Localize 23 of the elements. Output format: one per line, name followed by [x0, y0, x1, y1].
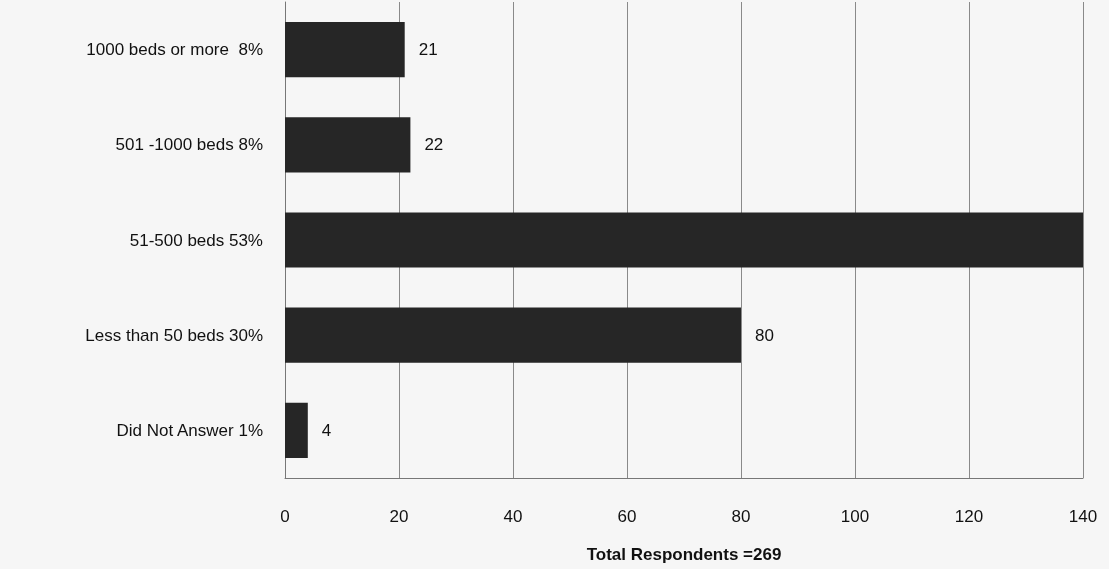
y-tick-label: Less than 50 beds 30% [85, 325, 263, 345]
x-tick-label: 100 [840, 507, 870, 526]
x-tick-label: 60 [617, 507, 637, 526]
x-tick-label: 0 [280, 507, 290, 526]
data-label: 22 [424, 135, 444, 155]
y-tick-label: 1000 beds or more 8% [86, 40, 263, 60]
x-tick-label: 40 [503, 507, 523, 526]
data-label: 21 [418, 40, 438, 60]
bar [285, 21, 405, 78]
bar [285, 307, 741, 363]
x-tick-label: 80 [731, 507, 751, 526]
bar [285, 212, 1083, 268]
x-axis-title: Total Respondents =269 [586, 545, 782, 564]
bar [285, 402, 308, 459]
data-label: 4 [321, 420, 332, 440]
y-tick-label: 51-500 beds 53% [129, 230, 263, 250]
y-tick-label: Did Not Answer 1% [116, 420, 263, 440]
x-tick-label: 140 [1068, 507, 1098, 526]
data-label: 80 [755, 325, 774, 345]
y-tick-label: 501 -1000 beds 8% [115, 135, 263, 155]
bar [285, 117, 411, 173]
x-tick-label: 20 [389, 507, 409, 526]
x-tick-label: 120 [954, 507, 984, 526]
